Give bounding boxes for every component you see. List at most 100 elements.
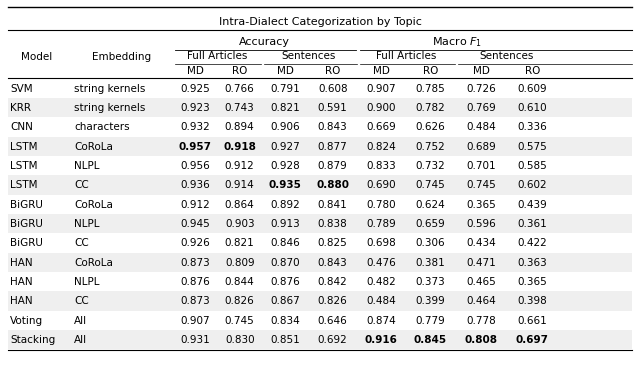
- Text: 0.365: 0.365: [467, 200, 496, 210]
- Text: 0.365: 0.365: [517, 277, 547, 287]
- Text: 0.669: 0.669: [366, 122, 396, 132]
- Text: 0.779: 0.779: [415, 316, 445, 326]
- Text: 0.838: 0.838: [318, 219, 348, 229]
- Text: MD: MD: [276, 66, 293, 76]
- Text: 0.913: 0.913: [270, 219, 300, 229]
- Text: 0.900: 0.900: [367, 103, 396, 113]
- Text: Macro $F_1$: Macro $F_1$: [431, 35, 482, 49]
- Text: 0.434: 0.434: [467, 238, 496, 248]
- Text: 0.867: 0.867: [270, 296, 300, 306]
- Text: 0.690: 0.690: [366, 180, 396, 190]
- Text: 0.864: 0.864: [225, 200, 255, 210]
- Text: 0.659: 0.659: [415, 219, 445, 229]
- Text: All: All: [74, 316, 87, 326]
- Text: 0.624: 0.624: [415, 200, 445, 210]
- Text: 0.752: 0.752: [415, 142, 445, 152]
- Text: 0.870: 0.870: [270, 258, 300, 268]
- Text: 0.745: 0.745: [415, 180, 445, 190]
- Text: 0.743: 0.743: [225, 103, 255, 113]
- Text: 0.769: 0.769: [467, 103, 496, 113]
- Text: 0.609: 0.609: [517, 84, 547, 94]
- Text: 0.399: 0.399: [415, 296, 445, 306]
- FancyBboxPatch shape: [8, 291, 632, 311]
- Text: LSTM: LSTM: [10, 180, 38, 190]
- Text: 0.928: 0.928: [270, 161, 300, 171]
- Text: NLPL: NLPL: [74, 277, 100, 287]
- Text: 0.931: 0.931: [180, 335, 210, 345]
- Text: 0.874: 0.874: [366, 316, 396, 326]
- FancyBboxPatch shape: [8, 330, 632, 349]
- Text: 0.830: 0.830: [225, 335, 255, 345]
- Text: 0.381: 0.381: [415, 258, 445, 268]
- Text: HAN: HAN: [10, 296, 33, 306]
- Text: 0.484: 0.484: [366, 296, 396, 306]
- Text: BiGRU: BiGRU: [10, 200, 43, 210]
- Text: Voting: Voting: [10, 316, 44, 326]
- Text: 0.732: 0.732: [415, 161, 445, 171]
- Text: 0.626: 0.626: [415, 122, 445, 132]
- Text: 0.935: 0.935: [269, 180, 301, 190]
- Text: 0.912: 0.912: [225, 161, 255, 171]
- Text: 0.585: 0.585: [517, 161, 547, 171]
- Text: Sentences: Sentences: [282, 51, 336, 62]
- Text: 0.916: 0.916: [365, 335, 397, 345]
- Text: 0.306: 0.306: [415, 238, 445, 248]
- Text: 0.646: 0.646: [318, 316, 348, 326]
- Text: 0.697: 0.697: [516, 335, 548, 345]
- Text: 0.471: 0.471: [467, 258, 496, 268]
- Text: 0.876: 0.876: [270, 277, 300, 287]
- Text: characters: characters: [74, 122, 130, 132]
- Text: 0.824: 0.824: [366, 142, 396, 152]
- Text: 0.907: 0.907: [366, 84, 396, 94]
- Text: 0.785: 0.785: [415, 84, 445, 94]
- Text: MD: MD: [372, 66, 390, 76]
- Text: 0.608: 0.608: [318, 84, 348, 94]
- Text: CoRoLa: CoRoLa: [74, 142, 113, 152]
- Text: 0.602: 0.602: [517, 180, 547, 190]
- Text: 0.766: 0.766: [225, 84, 255, 94]
- Text: 0.398: 0.398: [517, 296, 547, 306]
- Text: 0.932: 0.932: [180, 122, 210, 132]
- Text: NLPL: NLPL: [74, 161, 100, 171]
- Text: CoRoLa: CoRoLa: [74, 200, 113, 210]
- Text: 0.918: 0.918: [223, 142, 256, 152]
- Text: SVM: SVM: [10, 84, 33, 94]
- Text: MD: MD: [473, 66, 490, 76]
- Text: RO: RO: [525, 66, 540, 76]
- Text: 0.661: 0.661: [517, 316, 547, 326]
- Text: 0.844: 0.844: [225, 277, 255, 287]
- Text: 0.894: 0.894: [225, 122, 255, 132]
- Text: 0.789: 0.789: [366, 219, 396, 229]
- Text: 0.841: 0.841: [318, 200, 348, 210]
- FancyBboxPatch shape: [8, 137, 632, 156]
- Text: 0.809: 0.809: [225, 258, 255, 268]
- Text: 0.945: 0.945: [180, 219, 210, 229]
- Text: 0.936: 0.936: [180, 180, 210, 190]
- Text: CoRoLa: CoRoLa: [74, 258, 113, 268]
- Text: 0.957: 0.957: [179, 142, 212, 152]
- FancyBboxPatch shape: [8, 253, 632, 272]
- Text: Full Articles: Full Articles: [188, 51, 248, 62]
- Text: Model: Model: [21, 52, 52, 62]
- Text: 0.906: 0.906: [270, 122, 300, 132]
- FancyBboxPatch shape: [8, 175, 632, 194]
- Text: 0.877: 0.877: [318, 142, 348, 152]
- Text: 0.880: 0.880: [316, 180, 349, 190]
- Text: string kernels: string kernels: [74, 84, 145, 94]
- Text: string kernels: string kernels: [74, 103, 145, 113]
- Text: 0.876: 0.876: [180, 277, 210, 287]
- Text: 0.439: 0.439: [517, 200, 547, 210]
- Text: 0.842: 0.842: [318, 277, 348, 287]
- Text: Stacking: Stacking: [10, 335, 56, 345]
- Text: 0.927: 0.927: [270, 142, 300, 152]
- Text: 0.692: 0.692: [318, 335, 348, 345]
- Text: 0.596: 0.596: [467, 219, 496, 229]
- Text: 0.464: 0.464: [467, 296, 496, 306]
- Text: 0.465: 0.465: [467, 277, 496, 287]
- Text: 0.701: 0.701: [467, 161, 496, 171]
- Text: 0.956: 0.956: [180, 161, 210, 171]
- Text: 0.422: 0.422: [517, 238, 547, 248]
- Text: 0.575: 0.575: [517, 142, 547, 152]
- Text: 0.808: 0.808: [465, 335, 498, 345]
- Text: CNN: CNN: [10, 122, 33, 132]
